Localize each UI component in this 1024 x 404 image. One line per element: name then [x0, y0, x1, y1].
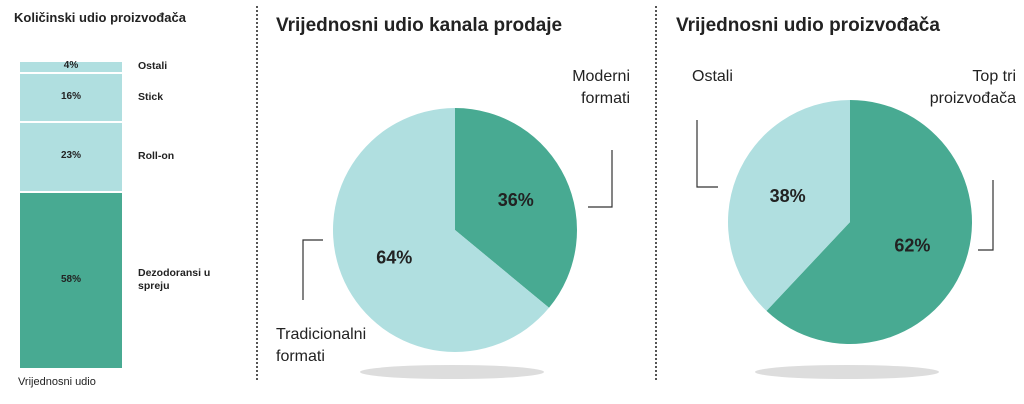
- divider: [256, 6, 258, 380]
- leader-line: [696, 120, 718, 188]
- leader-line: [978, 180, 994, 251]
- data-label: 23%: [60, 150, 81, 162]
- chart-title: Količinski udio proizvođača: [14, 10, 186, 25]
- legend-label: Roll-on: [138, 150, 175, 163]
- x-tick-label: Vrijednosni udio: [18, 376, 96, 388]
- chart-title: Vrijednosni udio proizvođača: [676, 15, 940, 36]
- category-label: Ostali: [692, 68, 733, 85]
- pie-slice: [727, 100, 850, 311]
- pie-slice: [333, 107, 550, 352]
- data-label: 4%: [63, 60, 79, 72]
- pie-slice: [766, 100, 972, 344]
- data-label: 58%: [60, 273, 81, 285]
- legend-label: Dezodoransi u spreju: [138, 266, 211, 292]
- legend-label: Stick: [138, 90, 164, 103]
- bar-segment: [20, 120, 122, 192]
- data-label: 38%: [770, 186, 806, 206]
- data-label: 64%: [376, 247, 412, 267]
- bar-segment: [20, 60, 122, 73]
- divider: [655, 6, 657, 380]
- shadow: [360, 365, 544, 379]
- data-label: 62%: [894, 235, 930, 255]
- leader-line: [302, 239, 323, 300]
- category-label: Tradicionalni formati: [276, 326, 367, 365]
- pie-slice: [455, 108, 577, 308]
- category-label: Moderni formati: [572, 68, 630, 107]
- chart-title: Vrijednosni udio kanala prodaje: [276, 15, 563, 36]
- data-label: 16%: [60, 90, 81, 102]
- leader-line: [588, 150, 613, 208]
- category-label: Top tri proizvođača: [929, 68, 1016, 107]
- shadow: [755, 365, 939, 379]
- data-label: 36%: [498, 190, 534, 210]
- bar-segment: [20, 72, 122, 121]
- legend-label: Ostali: [138, 60, 168, 72]
- bar-segment: [20, 191, 122, 368]
